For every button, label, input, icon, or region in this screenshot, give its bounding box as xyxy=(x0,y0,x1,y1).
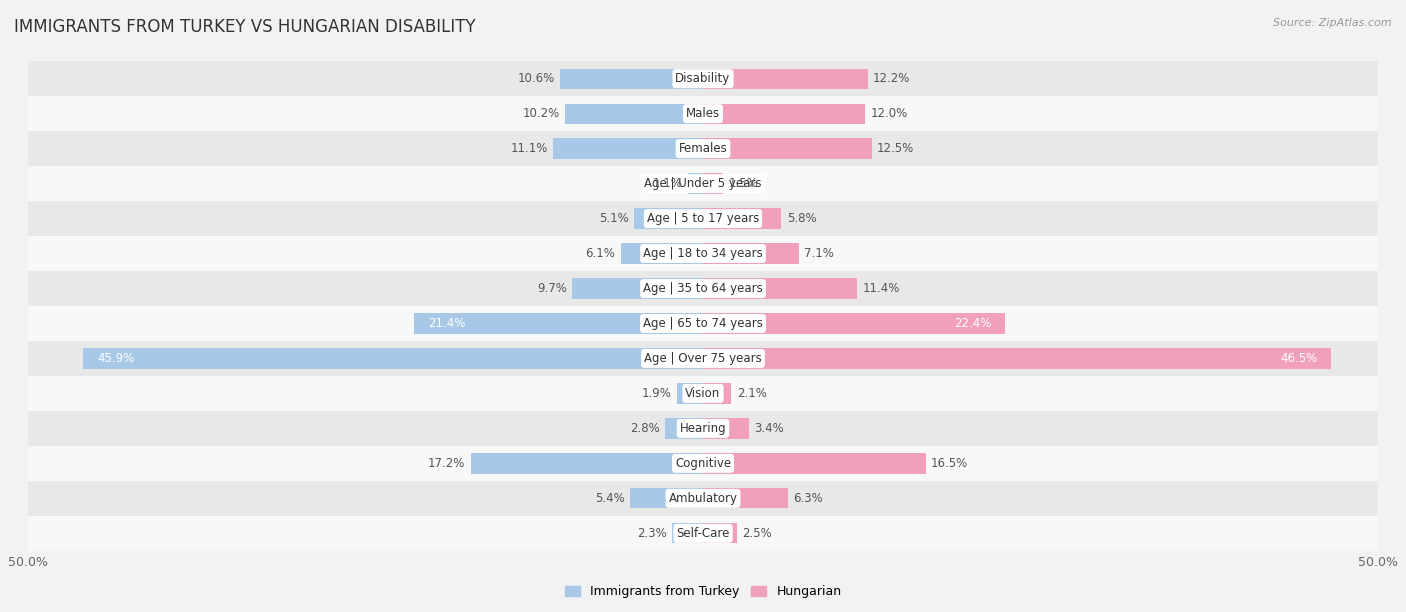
Bar xyxy=(703,244,799,264)
Text: 12.5%: 12.5% xyxy=(877,142,914,155)
Text: Males: Males xyxy=(686,107,720,120)
Bar xyxy=(553,138,703,159)
Bar xyxy=(572,278,703,299)
Bar xyxy=(703,173,723,194)
Text: 2.8%: 2.8% xyxy=(630,422,659,435)
Bar xyxy=(471,453,703,474)
Text: 10.2%: 10.2% xyxy=(523,107,560,120)
Text: 21.4%: 21.4% xyxy=(427,317,465,330)
Text: 11.4%: 11.4% xyxy=(862,282,900,295)
Bar xyxy=(620,244,703,264)
Text: 2.5%: 2.5% xyxy=(742,527,772,540)
Bar xyxy=(565,103,703,124)
Bar xyxy=(703,278,856,299)
Bar xyxy=(28,341,1378,376)
Text: 6.3%: 6.3% xyxy=(793,492,823,505)
Bar xyxy=(28,306,1378,341)
Bar xyxy=(703,453,925,474)
Text: Age | 65 to 74 years: Age | 65 to 74 years xyxy=(643,317,763,330)
Bar xyxy=(560,69,703,89)
Text: Age | 18 to 34 years: Age | 18 to 34 years xyxy=(643,247,763,260)
Text: 5.8%: 5.8% xyxy=(787,212,817,225)
Bar xyxy=(678,383,703,403)
Bar xyxy=(28,411,1378,446)
Text: Self-Care: Self-Care xyxy=(676,527,730,540)
Bar xyxy=(703,209,782,229)
Bar xyxy=(703,138,872,159)
Bar xyxy=(634,209,703,229)
Text: Females: Females xyxy=(679,142,727,155)
Bar xyxy=(672,523,703,543)
Text: Age | Over 75 years: Age | Over 75 years xyxy=(644,352,762,365)
Text: Disability: Disability xyxy=(675,72,731,85)
Bar xyxy=(703,69,868,89)
Text: 3.4%: 3.4% xyxy=(754,422,785,435)
Text: 5.1%: 5.1% xyxy=(599,212,628,225)
Bar xyxy=(28,481,1378,516)
Bar xyxy=(28,376,1378,411)
Text: Cognitive: Cognitive xyxy=(675,457,731,470)
Text: 45.9%: 45.9% xyxy=(97,352,134,365)
Bar xyxy=(28,96,1378,131)
Text: 1.5%: 1.5% xyxy=(728,177,758,190)
Bar xyxy=(28,166,1378,201)
Bar xyxy=(630,488,703,509)
Text: 11.1%: 11.1% xyxy=(510,142,548,155)
Text: 22.4%: 22.4% xyxy=(955,317,991,330)
Text: 5.4%: 5.4% xyxy=(595,492,624,505)
Legend: Immigrants from Turkey, Hungarian: Immigrants from Turkey, Hungarian xyxy=(560,580,846,603)
Bar xyxy=(28,61,1378,96)
Bar xyxy=(703,313,1005,334)
Bar xyxy=(703,348,1330,368)
Text: 1.9%: 1.9% xyxy=(643,387,672,400)
Text: 2.1%: 2.1% xyxy=(737,387,766,400)
Text: 7.1%: 7.1% xyxy=(804,247,834,260)
Text: 6.1%: 6.1% xyxy=(585,247,616,260)
Bar xyxy=(415,313,703,334)
Bar xyxy=(703,103,865,124)
Text: 17.2%: 17.2% xyxy=(427,457,465,470)
Text: 12.0%: 12.0% xyxy=(870,107,908,120)
Text: Age | 35 to 64 years: Age | 35 to 64 years xyxy=(643,282,763,295)
Text: 12.2%: 12.2% xyxy=(873,72,911,85)
Text: 2.3%: 2.3% xyxy=(637,527,666,540)
Bar xyxy=(28,516,1378,551)
Text: Hearing: Hearing xyxy=(679,422,727,435)
Text: 10.6%: 10.6% xyxy=(517,72,554,85)
Text: 46.5%: 46.5% xyxy=(1279,352,1317,365)
Bar xyxy=(28,236,1378,271)
Bar xyxy=(28,201,1378,236)
Text: Source: ZipAtlas.com: Source: ZipAtlas.com xyxy=(1274,18,1392,28)
Text: Age | Under 5 years: Age | Under 5 years xyxy=(644,177,762,190)
Bar xyxy=(703,383,731,403)
Text: 1.1%: 1.1% xyxy=(652,177,683,190)
Text: Vision: Vision xyxy=(685,387,721,400)
Bar xyxy=(688,173,703,194)
Bar xyxy=(703,523,737,543)
Text: IMMIGRANTS FROM TURKEY VS HUNGARIAN DISABILITY: IMMIGRANTS FROM TURKEY VS HUNGARIAN DISA… xyxy=(14,18,475,36)
Bar xyxy=(28,271,1378,306)
Bar xyxy=(703,418,749,439)
Text: 9.7%: 9.7% xyxy=(537,282,567,295)
Text: Age | 5 to 17 years: Age | 5 to 17 years xyxy=(647,212,759,225)
Text: Ambulatory: Ambulatory xyxy=(668,492,738,505)
Bar xyxy=(28,131,1378,166)
Bar xyxy=(28,446,1378,481)
Bar xyxy=(665,418,703,439)
Bar xyxy=(703,488,787,509)
Text: 16.5%: 16.5% xyxy=(931,457,969,470)
Bar xyxy=(83,348,703,368)
